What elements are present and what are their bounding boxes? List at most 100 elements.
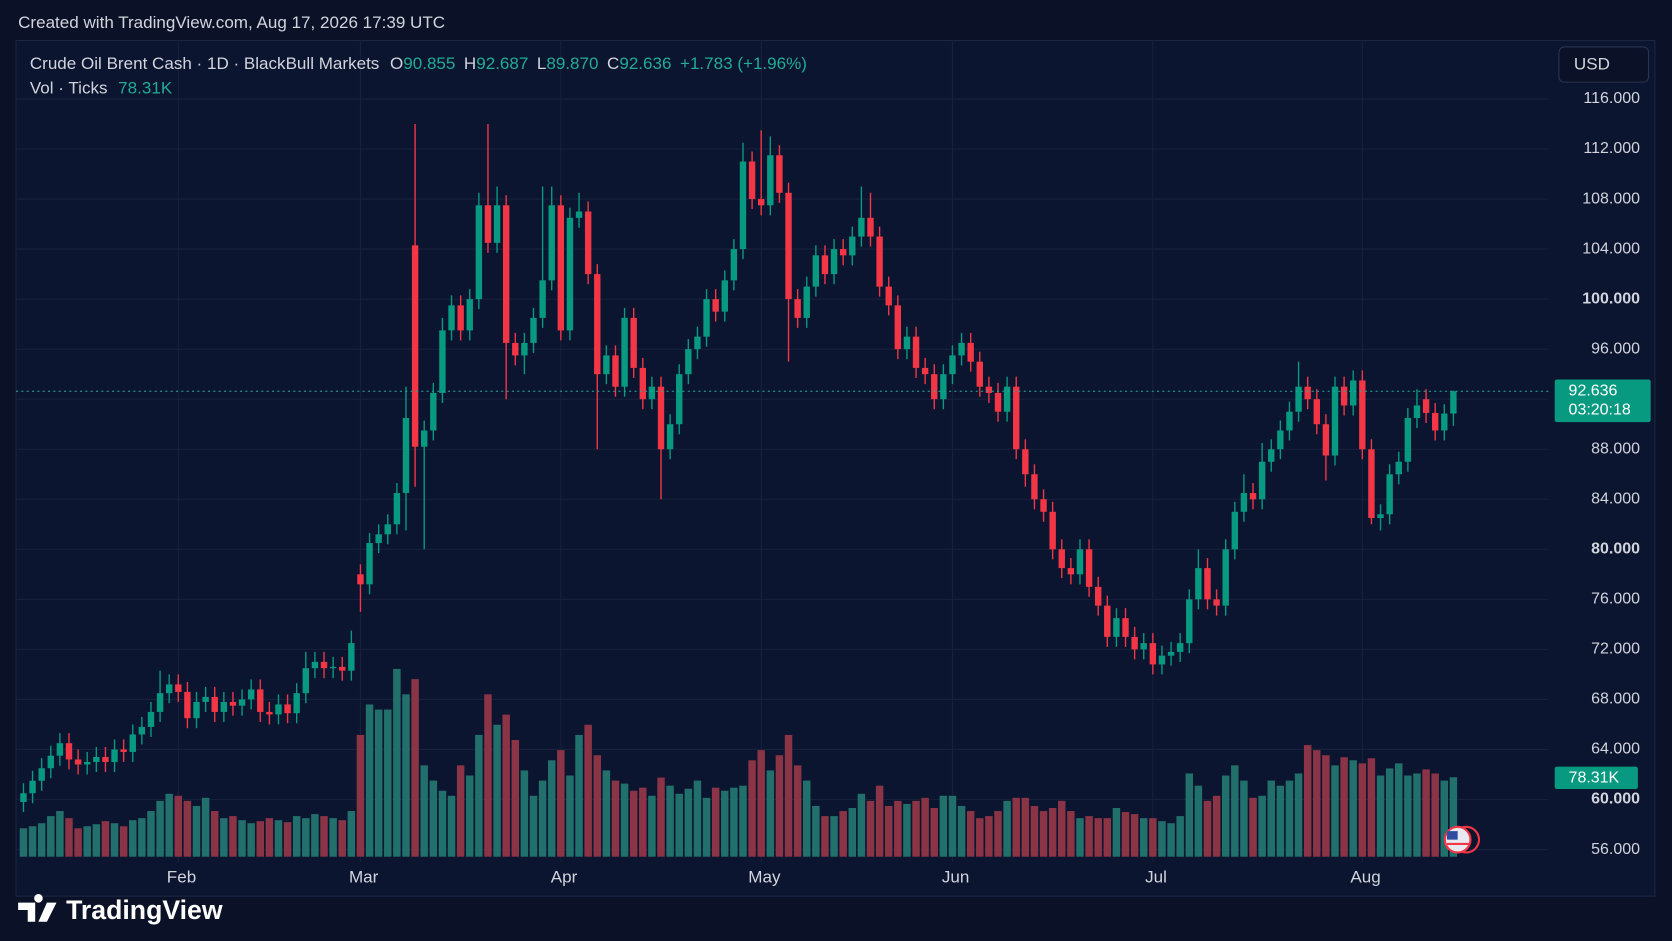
volume-bar <box>456 765 465 857</box>
volume-bar <box>402 694 410 857</box>
candle-body <box>812 255 820 287</box>
candle-body <box>348 643 355 671</box>
volume-bar <box>292 816 301 857</box>
candle-body <box>20 793 27 803</box>
volume-bar <box>147 811 155 857</box>
candle-body <box>1286 411 1293 431</box>
candle-body <box>448 305 455 331</box>
x-tick-label: Jun <box>942 868 969 887</box>
y-tick-label: 84.000 <box>1591 490 1640 507</box>
candle-body <box>1031 474 1038 500</box>
ohlc-key: H <box>464 54 476 73</box>
candle-body <box>894 305 902 350</box>
ohlc-key: C <box>607 54 619 73</box>
candle-body <box>193 701 200 719</box>
volume-bar <box>1449 777 1458 857</box>
volume-bar <box>1231 765 1239 857</box>
candle-body <box>1322 424 1330 456</box>
candle-body <box>1450 391 1457 414</box>
candle-body <box>1003 386 1011 412</box>
candle-body <box>47 755 54 769</box>
candle-body <box>694 336 701 350</box>
volume-bar <box>793 765 802 857</box>
y-tick-label: 72.000 <box>1591 641 1640 658</box>
volume-bar <box>1276 785 1285 857</box>
brand: TradingView <box>66 895 223 925</box>
volume-bar <box>229 816 237 857</box>
candle-body <box>575 211 583 218</box>
logo-icon <box>18 894 57 922</box>
candle-body <box>830 249 838 275</box>
candle-body <box>730 249 738 281</box>
candle-body <box>839 249 847 256</box>
volume-bar <box>429 780 438 857</box>
last-volume: 78.31K <box>1569 770 1620 787</box>
volume-bar <box>165 793 173 857</box>
candle-body <box>1085 549 1093 587</box>
candle-body <box>603 355 610 375</box>
x-tick-label: Mar <box>349 868 379 887</box>
volume-bar <box>1158 821 1166 857</box>
volume-bar <box>566 775 574 857</box>
volume-bar <box>1021 797 1030 857</box>
candle-body <box>648 386 656 400</box>
candle-body <box>1359 380 1366 450</box>
candle-body <box>1040 499 1047 512</box>
candle-body <box>539 280 546 318</box>
candle-body <box>566 217 574 331</box>
volume-bar <box>1194 785 1203 857</box>
candle-body <box>29 780 36 794</box>
x-tick-label: Feb <box>167 868 196 887</box>
candle-body <box>475 205 483 300</box>
currency-button[interactable] <box>1558 46 1650 83</box>
candle-body <box>1340 386 1348 406</box>
volume-bar <box>757 750 765 857</box>
candle-body <box>1413 405 1421 418</box>
candle-body <box>1422 399 1430 413</box>
candle-body <box>320 661 328 669</box>
candle-body <box>794 299 801 318</box>
candle-body <box>721 280 728 312</box>
volume-bar <box>693 780 702 857</box>
x-tick-label: Jul <box>1145 868 1167 887</box>
volume-bar <box>1413 773 1421 857</box>
candle-body <box>1076 549 1084 575</box>
candle-body <box>147 711 155 727</box>
candle-body <box>1258 461 1266 500</box>
y-tick-label: 76.000 <box>1591 591 1640 608</box>
volume-bar <box>966 811 975 857</box>
candle-body <box>594 274 601 375</box>
candle-body <box>748 161 756 200</box>
candle-body <box>484 205 492 243</box>
candle-body <box>65 743 73 760</box>
candle-body <box>1204 568 1211 600</box>
volume-bar <box>238 820 246 857</box>
volume-bar <box>484 694 492 857</box>
volume-bar <box>1404 775 1412 857</box>
volume-bar <box>1030 805 1039 857</box>
volume-bar <box>183 800 192 857</box>
ohlc-value: 90.855 <box>403 54 455 73</box>
candle-body <box>411 245 419 447</box>
candle-body <box>238 699 246 706</box>
y-tick-label: 60.000 <box>1591 791 1640 808</box>
candle-body <box>38 768 45 781</box>
volume-bar <box>666 785 674 857</box>
volume-bar <box>1094 818 1102 857</box>
volume-value: 78.31K <box>118 78 173 97</box>
volume-bar <box>1376 775 1385 857</box>
volume-bar <box>1349 760 1357 857</box>
candle-body <box>785 192 792 300</box>
candle-body <box>93 756 100 762</box>
candle-body <box>156 693 164 712</box>
last-price: 92.636 <box>1569 382 1618 399</box>
currency[interactable]: USD <box>1574 55 1610 74</box>
candle-body <box>339 666 346 671</box>
candle-body <box>202 696 209 702</box>
brand-logo: TradingView <box>18 894 223 925</box>
volume-bar <box>857 793 866 857</box>
countdown: 03:20:18 <box>1569 402 1631 419</box>
candle-body <box>584 211 592 275</box>
ohlc-value: 89.870 <box>546 54 598 73</box>
candle-body <box>1113 618 1120 637</box>
